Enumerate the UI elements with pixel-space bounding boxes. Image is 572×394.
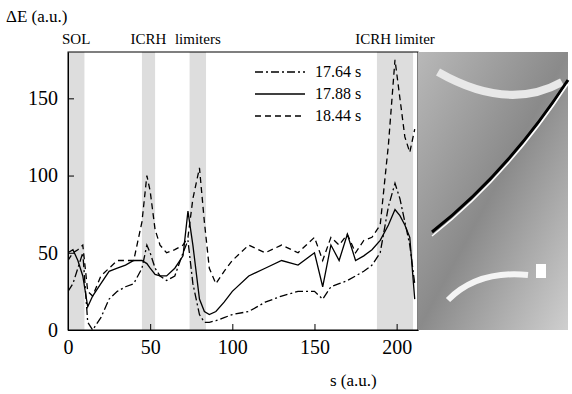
x-tick-label: 100 bbox=[218, 336, 248, 358]
y-tick: 50 bbox=[38, 242, 74, 264]
legend-label: 18.44 s bbox=[315, 107, 361, 124]
y-tick-label: 100 bbox=[28, 164, 58, 186]
image-marker bbox=[536, 264, 546, 278]
image-background bbox=[418, 52, 568, 330]
series-line bbox=[68, 60, 415, 296]
y-tick-label: 50 bbox=[38, 242, 58, 264]
lines bbox=[68, 60, 415, 330]
y-axis-title: ΔE (a.u.) bbox=[6, 7, 67, 26]
x-tick-mark bbox=[397, 324, 398, 330]
x-tick-mark bbox=[150, 324, 151, 330]
legend-swatch bbox=[255, 115, 305, 116]
y-tick-mark bbox=[68, 253, 74, 254]
x-tick-mark bbox=[232, 324, 233, 330]
x-tick-label: 50 bbox=[141, 336, 161, 358]
plot-frame bbox=[68, 52, 418, 330]
image-curve bbox=[432, 80, 568, 232]
x-axis: 0 50 100 150 200 bbox=[64, 324, 419, 358]
y-tick: 100 bbox=[28, 164, 74, 186]
image-structure bbox=[448, 274, 528, 300]
y-tick: 150 bbox=[28, 87, 74, 109]
band-label: ICRH bbox=[131, 31, 167, 47]
band bbox=[142, 52, 155, 330]
x-tick-mark bbox=[314, 324, 315, 330]
y-axis: 0 50 100 150 bbox=[28, 53, 74, 341]
y-tick-mark bbox=[68, 98, 74, 99]
legend: 17.64 s 17.88 s 18.44 s bbox=[255, 63, 361, 124]
x-tick: 150 bbox=[300, 324, 330, 358]
x-tick-label: 0 bbox=[64, 336, 74, 358]
x-axis-line bbox=[69, 330, 419, 331]
legend-label: 17.64 s bbox=[315, 63, 361, 80]
band-label: limiters bbox=[175, 31, 221, 47]
x-tick: 200 bbox=[382, 324, 412, 358]
x-tick-label: 200 bbox=[382, 336, 412, 358]
band bbox=[377, 52, 413, 330]
y-tick: 0 bbox=[48, 319, 74, 341]
legend-swatch bbox=[255, 71, 305, 72]
band-label: ICRH limiter bbox=[355, 31, 435, 47]
camera-image bbox=[418, 52, 568, 330]
y-tick-label: 150 bbox=[28, 87, 58, 109]
bands bbox=[68, 52, 413, 330]
x-tick: 100 bbox=[218, 324, 248, 358]
y-tick-mark bbox=[68, 330, 74, 331]
y-tick-label: 0 bbox=[48, 319, 58, 341]
image-structure bbox=[438, 72, 562, 95]
image-curve-edge bbox=[432, 84, 568, 236]
y-axis-line bbox=[68, 53, 69, 331]
y-tick-mark bbox=[68, 176, 74, 177]
x-tick-label: 150 bbox=[300, 336, 330, 358]
legend-label: 17.88 s bbox=[315, 85, 361, 102]
chart: SOLICRHlimitersICRH limiter0501001502000… bbox=[0, 0, 572, 394]
legend-swatch bbox=[255, 93, 305, 94]
series-line bbox=[68, 210, 415, 315]
x-tick: 50 bbox=[141, 324, 161, 358]
band-label: SOL bbox=[62, 31, 90, 47]
series-line bbox=[68, 183, 415, 330]
x-axis-title: s (a.u.) bbox=[330, 371, 377, 390]
